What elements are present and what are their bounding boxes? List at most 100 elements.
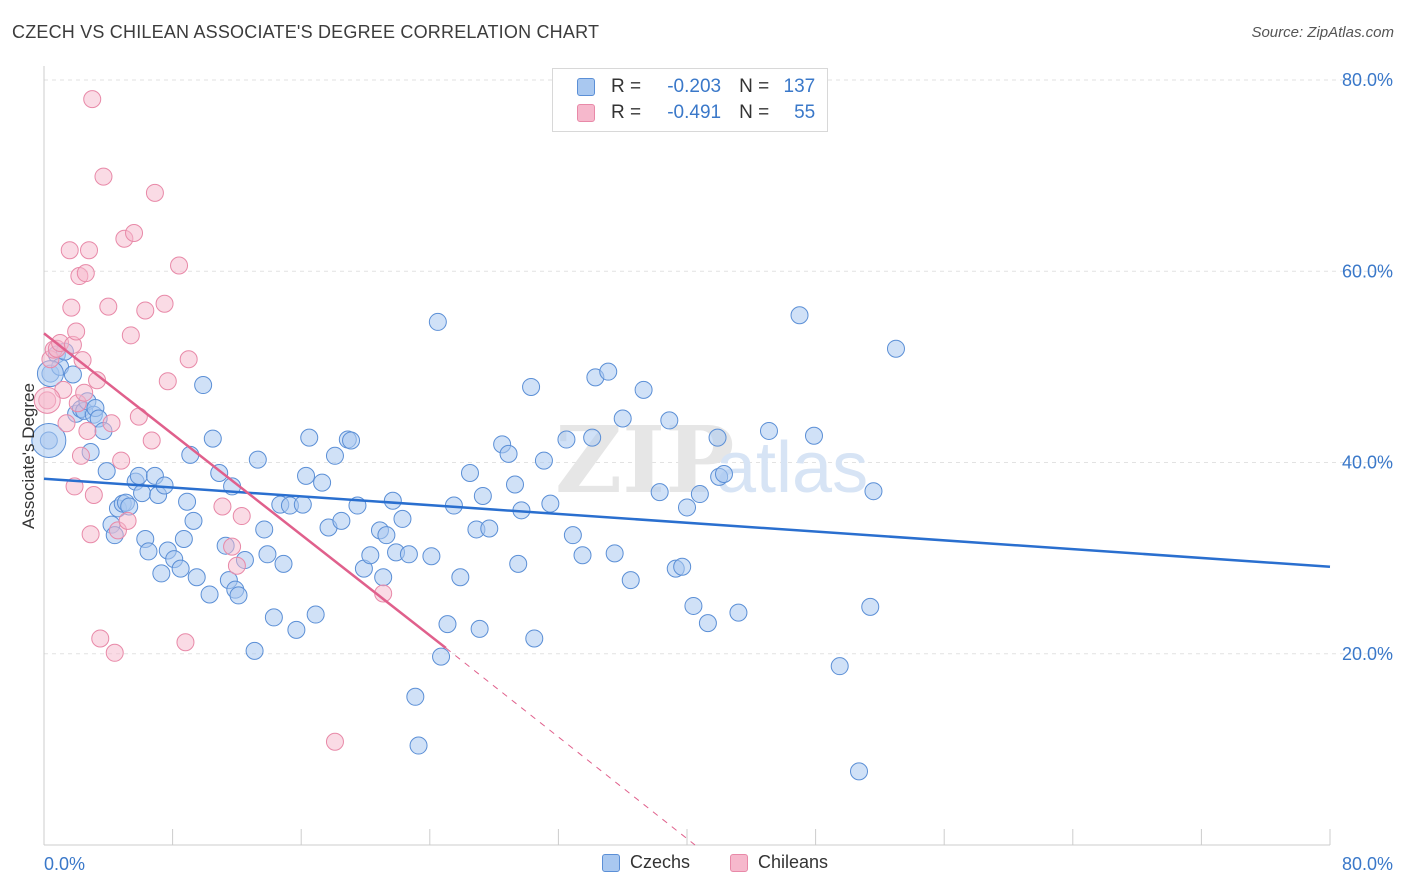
chilean-point xyxy=(33,386,61,414)
n-label: N = xyxy=(739,76,770,97)
chilean-point xyxy=(105,643,124,662)
tick-labels: 20.0% 40.0% 60.0% 80.0% 0.0% 80.0% Associate's… xyxy=(19,70,1393,874)
chilean-points xyxy=(33,90,393,751)
czech-point xyxy=(332,511,351,530)
czech-point xyxy=(63,365,82,384)
chilean-point xyxy=(158,372,177,391)
czech-point xyxy=(187,568,206,587)
series-legend: Czechs Chileans xyxy=(0,852,1406,876)
chilean-point xyxy=(232,507,251,526)
chilean-point xyxy=(81,525,100,544)
czech-point xyxy=(393,509,412,528)
chilean-point xyxy=(179,350,198,369)
chilean-point xyxy=(227,556,246,575)
czech-point xyxy=(563,526,582,545)
czech-point xyxy=(613,409,632,428)
chilean-point xyxy=(62,298,81,317)
chilean-point xyxy=(325,732,344,751)
legend-label-czechs: Czechs xyxy=(630,852,691,872)
chilean-point xyxy=(83,90,102,109)
czech-point xyxy=(470,619,489,638)
czech-point xyxy=(129,466,148,485)
czech-point xyxy=(229,586,248,605)
chilean-point xyxy=(155,294,174,313)
chilean-point xyxy=(145,183,164,202)
czech-point xyxy=(673,557,692,576)
czech-point xyxy=(287,620,306,639)
legend-item-chileans: Chileans xyxy=(730,852,828,873)
czech-point xyxy=(678,498,696,517)
chilean-point xyxy=(112,451,131,470)
czech-point xyxy=(313,473,332,492)
czech-point xyxy=(759,421,778,440)
czech-point xyxy=(248,450,267,469)
czech-point xyxy=(525,629,544,648)
chilean-point xyxy=(67,322,86,341)
czech-point xyxy=(605,544,624,563)
chilean-point xyxy=(129,407,148,426)
chilean-trend-extension xyxy=(445,647,696,846)
czech-point xyxy=(861,597,880,616)
czech-point xyxy=(133,484,152,503)
chilean-point xyxy=(142,431,161,450)
n-value: 137 xyxy=(783,76,816,97)
legend-item-czechs: Czechs xyxy=(602,852,690,873)
czech-point xyxy=(194,376,213,395)
czech-point xyxy=(698,614,717,633)
legend-row-chileans: R = -0.491 N = 55 xyxy=(577,101,815,125)
czech-point xyxy=(850,762,869,781)
czech-point xyxy=(200,585,219,604)
czech-point xyxy=(293,495,312,514)
chilean-point xyxy=(73,351,92,370)
czech-point xyxy=(325,446,344,465)
legend-label-chileans: Chileans xyxy=(758,852,829,872)
czech-point xyxy=(139,542,158,561)
czech-point xyxy=(522,377,541,396)
czech-point xyxy=(274,554,293,573)
czech-point xyxy=(432,647,451,666)
czech-point xyxy=(684,596,703,615)
czech-point xyxy=(306,605,325,624)
czech-point xyxy=(729,603,748,622)
chilean-point xyxy=(84,486,103,505)
czech-point xyxy=(184,511,203,530)
czech-point xyxy=(171,559,190,578)
czech-point xyxy=(258,545,277,564)
czech-point xyxy=(583,428,602,447)
chilean-point xyxy=(136,301,155,320)
r-value: -0.491 xyxy=(667,102,722,123)
czech-point xyxy=(634,380,653,399)
legend-row-czechs: R = -0.203 N = 137 xyxy=(577,75,815,99)
czech-point xyxy=(473,486,492,505)
chilean-point xyxy=(76,264,95,283)
chilean-point xyxy=(57,414,76,433)
czech-point xyxy=(374,568,393,587)
source-label: Source: ZipAtlas.com xyxy=(1251,24,1394,41)
czech-point xyxy=(599,362,618,381)
czech-point xyxy=(174,530,193,548)
trend-lines xyxy=(43,332,1331,846)
y-tick-label: 20.0% xyxy=(1342,644,1393,664)
n-label: N = xyxy=(739,102,770,123)
czech-point xyxy=(451,568,470,587)
czech-point xyxy=(297,466,316,485)
chilean-point xyxy=(91,629,110,648)
chilean-point xyxy=(170,256,189,275)
chilean-point xyxy=(102,414,121,433)
czech-point xyxy=(480,519,499,538)
svg-text:atlas: atlas xyxy=(716,428,868,508)
czech-point xyxy=(650,483,669,502)
czech-point xyxy=(714,464,733,483)
r-value: -0.203 xyxy=(667,76,722,97)
czech-point xyxy=(690,485,709,504)
czech-point xyxy=(573,546,592,565)
czech-point xyxy=(152,564,171,583)
chilean-point xyxy=(78,421,97,440)
y-tick-label: 60.0% xyxy=(1342,261,1393,281)
czech-point xyxy=(97,462,116,481)
x-tick-label: 0.0% xyxy=(44,854,85,874)
czech-point xyxy=(300,428,319,447)
chilean-trend-line xyxy=(43,332,447,649)
n-value: 55 xyxy=(794,102,816,123)
